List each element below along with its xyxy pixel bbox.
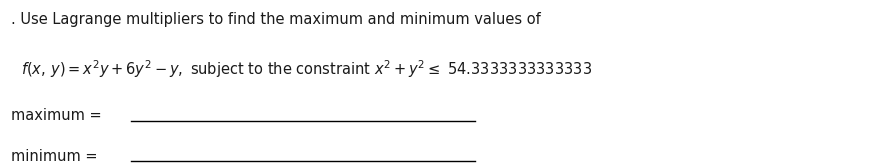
Text: . Use Lagrange multipliers to find the maximum and minimum values of: . Use Lagrange multipliers to find the m… xyxy=(11,12,541,27)
Text: minimum =: minimum = xyxy=(11,149,102,164)
Text: maximum =: maximum = xyxy=(11,108,106,123)
Text: $f(x,\, y) = x^2y + 6y^2 - y,$ subject to the constraint $x^2 + y^2 \leq$ 54.333: $f(x,\, y) = x^2y + 6y^2 - y,$ subject t… xyxy=(21,58,592,80)
